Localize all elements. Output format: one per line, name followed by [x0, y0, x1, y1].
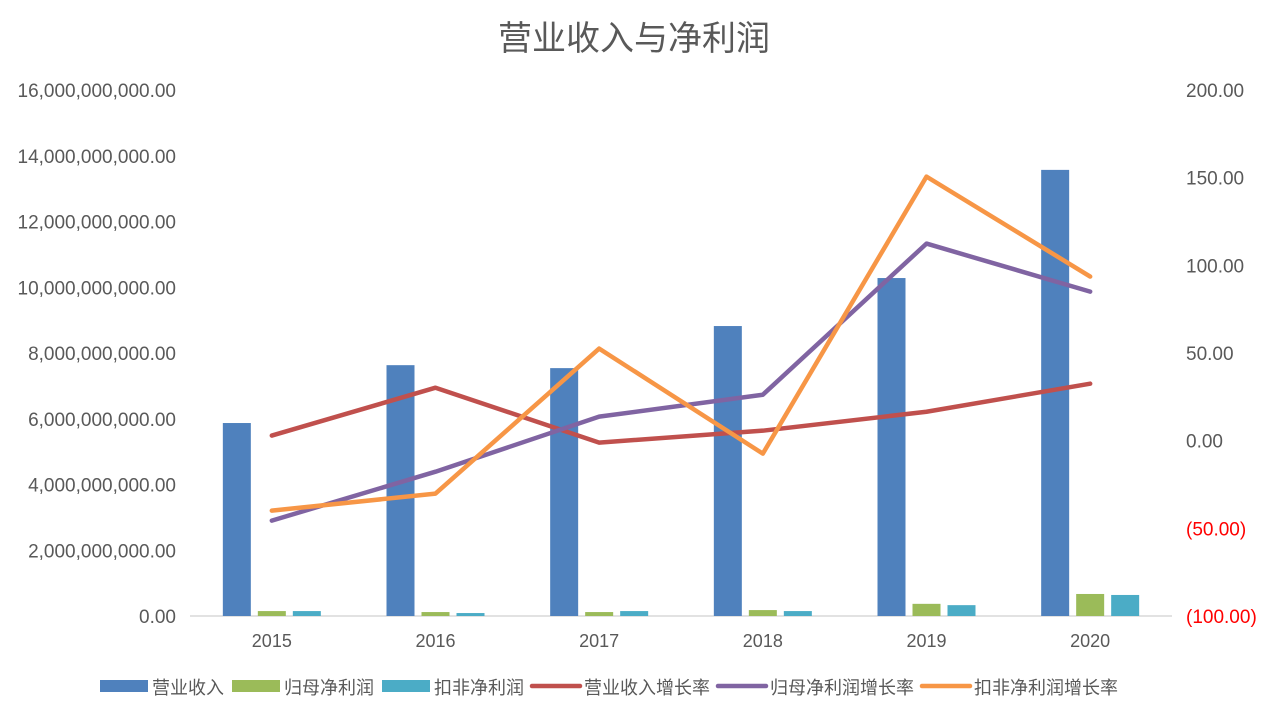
left-tick-label: 16,000,000,000.00	[18, 81, 177, 102]
right-tick-label: (50.00)	[1186, 519, 1246, 540]
x-tick-label: 2019	[906, 631, 946, 651]
legend-swatch	[232, 680, 280, 692]
right-tick-label: 200.00	[1186, 81, 1244, 102]
bar-2016	[422, 612, 450, 616]
bars	[223, 170, 1139, 616]
x-tick-label: 2018	[743, 631, 783, 651]
bar-2017	[550, 368, 578, 616]
x-tick-label: 2017	[579, 631, 619, 651]
bar-2017	[585, 612, 613, 616]
left-tick-label: 2,000,000,000.00	[28, 541, 176, 562]
bar-2015	[223, 423, 251, 616]
chart-title: 营业收入与净利润	[498, 20, 770, 58]
bar-2019	[913, 604, 941, 616]
bar-2019	[878, 278, 906, 616]
bar-2020	[1076, 594, 1104, 616]
x-tick-label: 2020	[1070, 631, 1110, 651]
bar-2015	[258, 611, 286, 616]
right-tick-label: (100.00)	[1186, 607, 1257, 628]
legend: 营业收入 归母净利润 扣非净利润 营业收入增长率 归母净利润增长率 扣非净利润增长率	[100, 678, 1118, 698]
legend-label: 营业收入增长率	[584, 678, 710, 698]
left-tick-label: 4,000,000,000.00	[28, 476, 176, 497]
bar-2015	[293, 611, 321, 616]
legend-label: 扣非净利润	[434, 678, 524, 698]
legend-label: 扣非净利润增长率	[974, 678, 1118, 698]
right-tick-label: 100.00	[1186, 256, 1244, 277]
left-tick-label: 14,000,000,000.00	[18, 147, 177, 168]
left-tick-label: 0.00	[139, 607, 176, 628]
bar-2017	[620, 611, 648, 616]
x-axis: 2015 2016 2017 2018 2019 2020	[252, 631, 1110, 651]
right-axis: (100.00) (50.00) 0.00 50.00 100.00 150.00 200.…	[1186, 81, 1257, 628]
left-axis: 0.00 2,000,000,000.00 4,000,000,000.00 6,00…	[18, 81, 177, 628]
left-tick-label: 8,000,000,000.00	[28, 344, 176, 365]
bar-2018	[714, 326, 742, 616]
left-tick-label: 6,000,000,000.00	[28, 410, 176, 431]
legend-label: 归母净利润	[284, 678, 374, 698]
right-tick-label: 0.00	[1186, 432, 1223, 453]
right-tick-label: 50.00	[1186, 344, 1234, 365]
legend-swatch	[382, 680, 430, 692]
right-tick-label: 150.00	[1186, 169, 1244, 190]
x-tick-label: 2016	[415, 631, 455, 651]
bar-2019	[948, 605, 976, 616]
bar-2020	[1111, 595, 1139, 616]
legend-label: 营业收入	[152, 678, 224, 698]
bar-2018	[784, 611, 812, 616]
bar-2016	[457, 613, 485, 616]
legend-swatch	[100, 680, 148, 692]
left-tick-label: 12,000,000,000.00	[18, 213, 177, 234]
x-tick-label: 2015	[252, 631, 292, 651]
legend-label: 归母净利润增长率	[770, 678, 914, 698]
bar-2018	[749, 610, 777, 616]
left-tick-label: 10,000,000,000.00	[18, 278, 177, 299]
